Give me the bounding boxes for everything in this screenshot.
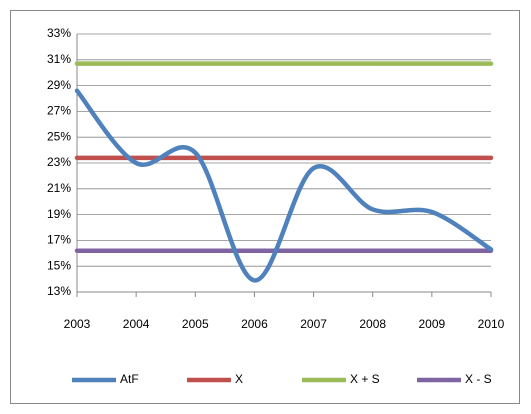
y-tick-label: 33%	[47, 26, 71, 40]
y-tick-label: 13%	[47, 284, 71, 298]
y-tick-label: 29%	[47, 78, 71, 92]
y-tick-label: 23%	[47, 155, 71, 169]
x-tick-label: 2010	[478, 317, 505, 331]
y-tick-label: 27%	[47, 104, 71, 118]
y-tick-label: 15%	[47, 258, 71, 272]
series-line	[74, 88, 494, 283]
x-tick-label: 2008	[359, 317, 386, 331]
y-tick-label: 21%	[47, 181, 71, 195]
legend-label: X	[235, 372, 243, 386]
x-tick-label: 2009	[419, 317, 446, 331]
y-tick-label: 19%	[47, 207, 71, 221]
chart-border	[10, 10, 520, 404]
x-tick-label: 2005	[182, 317, 209, 331]
y-tick-label: 25%	[47, 129, 71, 143]
x-tick-label: 2006	[241, 317, 268, 331]
y-tick-label: 17%	[47, 233, 71, 247]
legend-label: X + S	[350, 372, 380, 386]
legend-label: X - S	[465, 372, 492, 386]
x-tick-label: 2007	[300, 317, 327, 331]
legend-label: AtF	[120, 372, 139, 386]
x-tick-label: 2003	[64, 317, 91, 331]
y-tick-label: 31%	[47, 52, 71, 66]
x-tick-label: 2004	[123, 317, 150, 331]
